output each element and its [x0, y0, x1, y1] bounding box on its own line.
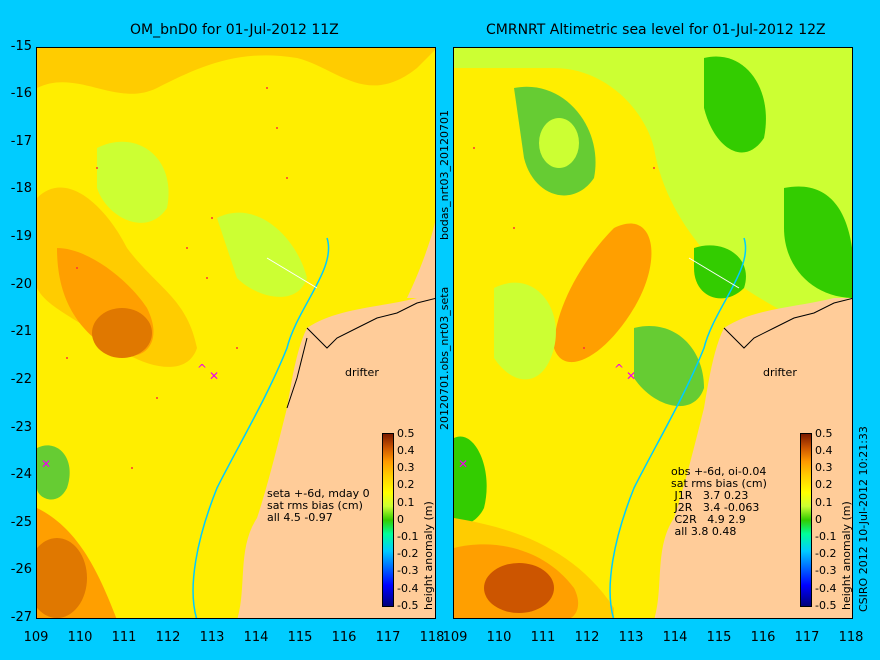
left-colorbar: [382, 433, 394, 607]
x-tick: 109: [442, 630, 468, 645]
colorbar-tick: -0.1: [815, 530, 837, 543]
left-stats-line: all 4.5 -0.97: [267, 511, 333, 524]
right-map-panel: ^ ✕ ✕: [453, 47, 853, 619]
x-tick: 110: [486, 630, 512, 645]
left-sea-level-map: ^ ✕✕: [37, 48, 435, 618]
left-map-title: OM_bnD0 for 01-Jul-2012 11Z: [130, 22, 339, 38]
x-tick: 115: [287, 630, 313, 645]
middle-label-bottom: 20120701.obs_nrt03_seta: [438, 286, 451, 430]
x-tick: 116: [750, 630, 776, 645]
x-tick: 111: [111, 630, 137, 645]
y-tick: -22: [10, 372, 32, 387]
colorbar-tick: -0.1: [397, 530, 419, 543]
right-drifter-label: drifter: [763, 366, 797, 379]
x-tick: 118: [838, 630, 864, 645]
svg-text:✕: ✕: [458, 457, 468, 471]
y-tick: -24: [10, 467, 32, 482]
colorbar-tick: -0.5: [397, 599, 419, 612]
right-sea-level-map: ^ ✕✕: [454, 48, 852, 618]
svg-text:^: ^: [614, 362, 624, 376]
y-tick: -25: [10, 515, 32, 530]
right-stats-line: C2R 4.9 2.9: [671, 513, 746, 526]
right-stats-line: all 3.8 0.48: [671, 525, 737, 538]
right-stats: obs +-6d, oi-0.04 sat rms bias (cm) J1R …: [671, 466, 767, 538]
y-tick: -26: [10, 562, 32, 577]
colorbar-tick: -0.3: [815, 564, 837, 577]
x-tick: 112: [574, 630, 600, 645]
y-tick: -16: [10, 86, 32, 101]
left-stats-line: seta +-6d, mday 0: [267, 487, 370, 500]
y-tick: -19: [10, 229, 32, 244]
colorbar-tick: 0.2: [815, 478, 833, 491]
right-map-title: CMRNRT Altimetric sea level for 01-Jul-2…: [486, 22, 826, 38]
right-stats-line: obs +-6d, oi-0.04: [671, 465, 767, 478]
colorbar-tick: 0.4: [815, 444, 833, 457]
colorbar-tick: -0.2: [815, 547, 837, 560]
colorbar-tick: 0: [397, 513, 404, 526]
colorbar-tick: 0.2: [397, 478, 415, 491]
colorbar-tick: -0.5: [815, 599, 837, 612]
colorbar-tick: 0.1: [815, 496, 833, 509]
right-stats-line: J1R 3.7 0.23: [671, 489, 749, 502]
x-tick: 116: [331, 630, 357, 645]
x-tick: 113: [199, 630, 225, 645]
svg-text:✕: ✕: [209, 369, 219, 383]
right-stats-line: J2R 3.4 -0.063: [671, 501, 760, 514]
left-colorbar-label: height anomaly (m): [422, 501, 435, 610]
y-tick: -23: [10, 420, 32, 435]
credit-text: CSIRO 2012 10-Jul-2012 10:21:33: [857, 426, 870, 612]
left-map-panel: ^ ✕ ✕: [36, 47, 436, 619]
y-tick: -21: [10, 324, 32, 339]
x-tick: 118: [419, 630, 445, 645]
x-tick: 114: [243, 630, 269, 645]
right-stats-line: sat rms bias (cm): [671, 477, 767, 490]
svg-text:✕: ✕: [41, 457, 51, 471]
x-tick: 114: [662, 630, 688, 645]
x-tick: 117: [794, 630, 820, 645]
colorbar-tick: -0.4: [397, 582, 419, 595]
colorbar-tick: 0: [815, 513, 822, 526]
colorbar-tick: 0.1: [397, 496, 415, 509]
right-colorbar: [800, 433, 812, 607]
right-colorbar-label: height anomaly (m): [840, 501, 853, 610]
middle-label-top: bodas_nrt03_20120701: [438, 110, 451, 240]
y-tick: -15: [10, 39, 32, 54]
svg-text:^: ^: [197, 362, 207, 376]
x-tick: 112: [155, 630, 181, 645]
x-tick: 111: [530, 630, 556, 645]
colorbar-tick: 0.5: [397, 427, 415, 440]
colorbar-tick: -0.4: [815, 582, 837, 595]
x-tick: 110: [67, 630, 93, 645]
colorbar-tick: 0.5: [815, 427, 833, 440]
colorbar-tick: 0.4: [397, 444, 415, 457]
left-stats: seta +-6d, mday 0 sat rms bias (cm) all …: [267, 488, 370, 524]
x-tick: 113: [618, 630, 644, 645]
x-tick: 109: [23, 630, 49, 645]
y-tick: -18: [10, 181, 32, 196]
colorbar-tick: 0.3: [815, 461, 833, 474]
colorbar-tick: -0.3: [397, 564, 419, 577]
colorbar-tick: 0.3: [397, 461, 415, 474]
x-tick: 117: [375, 630, 401, 645]
y-tick: -27: [10, 610, 32, 625]
svg-text:✕: ✕: [626, 369, 636, 383]
y-tick: -20: [10, 277, 32, 292]
left-stats-line: sat rms bias (cm): [267, 499, 363, 512]
colorbar-tick: -0.2: [397, 547, 419, 560]
x-tick: 115: [706, 630, 732, 645]
left-drifter-label: drifter: [345, 366, 379, 379]
y-tick: -17: [10, 134, 32, 149]
